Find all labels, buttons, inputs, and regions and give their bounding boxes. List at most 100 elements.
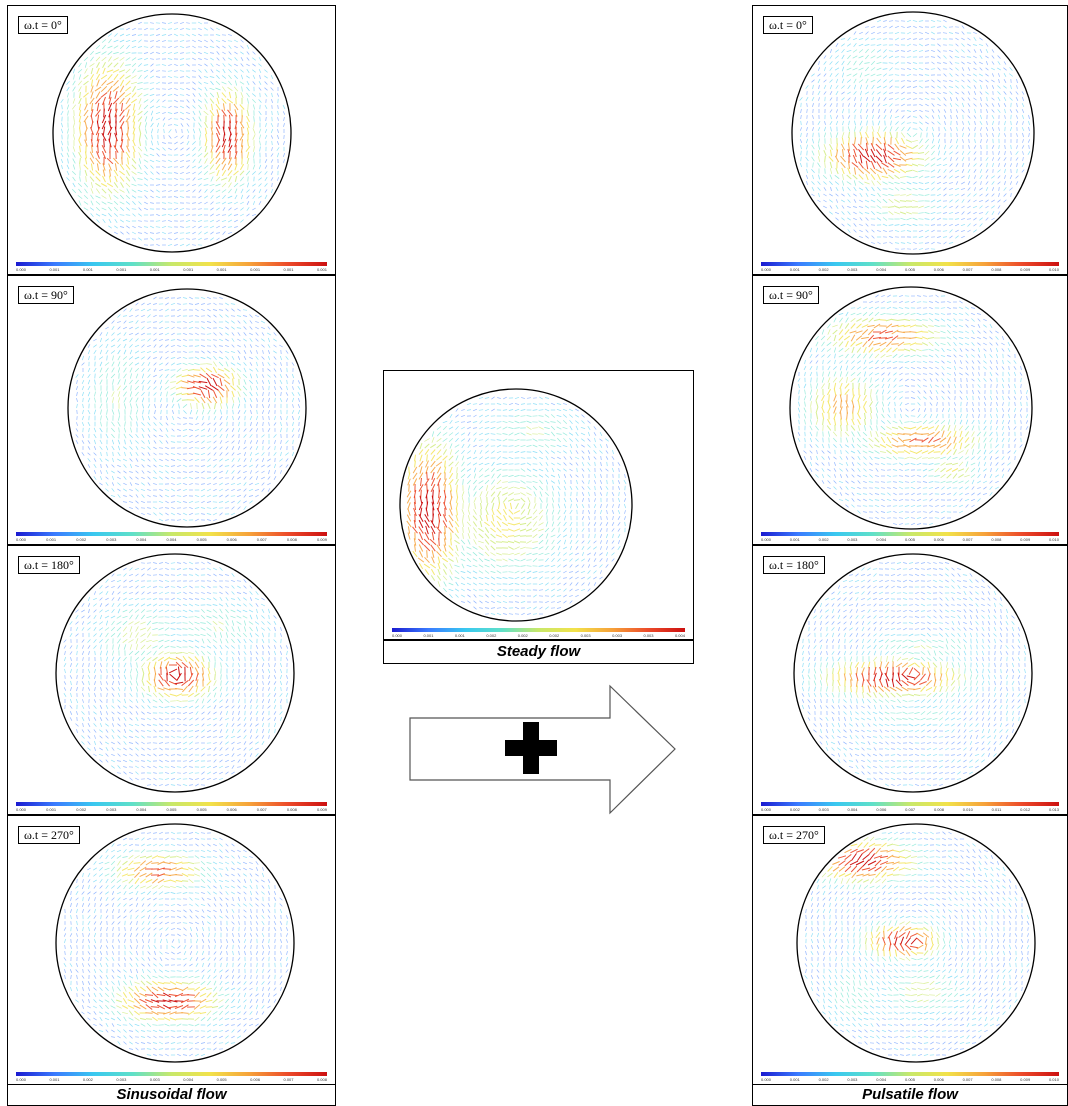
colorbar-tick-label: 0.004 [183, 1077, 194, 1082]
colorbar-tick-label: 0.001 [183, 267, 194, 272]
tube-cross-section-circle [55, 823, 295, 1063]
vector-arrows [63, 561, 289, 787]
colorbar-tick-label: 0.001 [46, 807, 57, 812]
colorbar-tick-label: 0.001 [789, 1077, 800, 1082]
colorbar-tick-label: 0.004 [876, 537, 887, 542]
velocity-vector-field [52, 13, 292, 253]
colorbar-tick-label: 0.007 [256, 537, 267, 542]
colorbar-tick-label: 0.003 [106, 807, 117, 812]
vector-arrows [804, 831, 1030, 1057]
colorbar-tick-label: 0.002 [486, 633, 497, 638]
colorbar-tick-label: 0.000 [392, 633, 403, 638]
colorbar [761, 532, 1059, 536]
colorbar-tick-label: 0.003 [149, 1077, 160, 1082]
colorbar-tick-label: 0.008 [286, 537, 297, 542]
colorbar-tick-label: 0.003 [643, 633, 654, 638]
velocity-vector-field [55, 553, 295, 793]
tube-cross-section-circle [399, 388, 633, 622]
colorbar-tick-label: 0.005 [904, 267, 915, 272]
phase-label: ω.t = 270° [763, 826, 825, 844]
plus-icon [505, 722, 557, 774]
colorbar-tick-label: 0.008 [933, 807, 944, 812]
colorbar-tick-label: 0.007 [256, 807, 267, 812]
colorbar-tick-label: 0.003 [106, 537, 117, 542]
colorbar-tick-label: 0.004 [674, 633, 685, 638]
colorbar-tick-label: 0.012 [1020, 807, 1031, 812]
colorbar-tick-label: 0.008 [316, 1077, 327, 1082]
colorbar-tick-label: 0.001 [82, 267, 93, 272]
colorbar-tick-label: 0.008 [286, 807, 297, 812]
colorbar-tick-label: 0.003 [612, 633, 623, 638]
colorbar [392, 628, 685, 632]
colorbar [16, 262, 327, 266]
velocity-vector-field [67, 288, 307, 528]
tube-cross-section-circle [52, 13, 292, 253]
colorbar-tick-label: 0.013 [1048, 807, 1059, 812]
pulsatile-panel-0: ω.t = 0° 0.000 0.001 0.002 0.003 0.004 0.005 0… [752, 5, 1068, 275]
colorbar-tick-label: 0.009 [1020, 267, 1031, 272]
colorbar-tick-label: 0.001 [789, 537, 800, 542]
colorbar-tick-label: 0.005 [216, 1077, 227, 1082]
velocity-vector-field [796, 823, 1036, 1063]
velocity-vector-field [55, 823, 295, 1063]
colorbar-tick-label: 0.001 [149, 267, 160, 272]
colorbar-tick-label: 0.002 [818, 537, 829, 542]
sinusoidal-flow-caption: Sinusoidal flow [7, 1085, 336, 1106]
colorbar-tick-label: 0.011 [991, 807, 1002, 812]
colorbar-tick-label: 0.000 [16, 537, 27, 542]
colorbar-tick-label: 0.006 [933, 267, 944, 272]
colorbar-tick-label: 0.001 [49, 267, 60, 272]
colorbar-tick-label: 0.000 [761, 1077, 772, 1082]
colorbar-tick-label: 0.004 [136, 537, 147, 542]
colorbar [761, 802, 1059, 806]
colorbar-tick-label: 0.006 [933, 537, 944, 542]
vector-arrows [63, 831, 289, 1057]
colorbar [761, 262, 1059, 266]
colorbar-tick-label: 0.003 [847, 537, 858, 542]
colorbar-tick-label: 0.003 [847, 267, 858, 272]
colorbar-tick-label: 0.000 [761, 807, 772, 812]
colorbar-tick-label: 0.005 [904, 537, 915, 542]
colorbar-tick-label: 0.008 [991, 1077, 1002, 1082]
colorbar-tick-label: 0.006 [933, 1077, 944, 1082]
colorbar-tick-label: 0.010 [1048, 1077, 1059, 1082]
steady-flow-caption: Steady flow [383, 640, 694, 664]
velocity-vector-field [793, 553, 1033, 793]
colorbar-tick-label: 0.001 [316, 267, 327, 272]
colorbar-ticks: 0.000 0.001 0.002 0.003 0.004 0.005 0.006 0.007… [761, 537, 1059, 544]
tube-cross-section-circle [789, 286, 1033, 530]
sinusoidal-panel-0: ω.t = 0° 0.000 0.001 0.001 0.001 0.001 0.001 0… [7, 5, 336, 275]
vector-arrows [799, 19, 1031, 250]
colorbar-tick-label: 0.008 [991, 537, 1002, 542]
phase-label: ω.t = 90° [18, 286, 74, 304]
vector-arrows [75, 296, 301, 522]
colorbar-tick-label: 0.001 [283, 267, 294, 272]
colorbar [761, 1072, 1059, 1076]
colorbar-tick-label: 0.006 [226, 807, 237, 812]
colorbar-tick-label: 0.002 [818, 1077, 829, 1082]
vector-arrows [801, 561, 1027, 787]
colorbar-tick-label: 0.002 [517, 633, 528, 638]
colorbar-ticks: 0.000 0.001 0.001 0.001 0.001 0.001 0.001 0.001… [16, 267, 327, 274]
tube-cross-section-circle [796, 823, 1036, 1063]
vector-arrows [797, 294, 1029, 526]
colorbar-tick-label: 0.002 [549, 633, 560, 638]
colorbar-tick-label: 0.002 [789, 807, 800, 812]
phase-label: ω.t = 0° [763, 16, 813, 34]
colorbar-tick-label: 0.002 [76, 537, 87, 542]
colorbar-tick-label: 0.004 [166, 537, 177, 542]
pulsatile-panel-270: ω.t = 270° 0.000 0.001 0.002 0.003 0.004 0.00… [752, 815, 1068, 1085]
tube-cross-section-circle [55, 553, 295, 793]
colorbar-ticks: 0.000 0.001 0.002 0.003 0.004 0.005 0.006 0.007… [761, 1077, 1059, 1084]
colorbar-tick-label: 0.002 [82, 1077, 93, 1082]
colorbar-tick-label: 0.010 [1048, 267, 1059, 272]
tube-cross-section-circle [793, 553, 1033, 793]
sinusoidal-panel-180: ω.t = 180° 0.000 0.001 0.002 0.003 0.004 0.00… [7, 545, 336, 815]
colorbar-tick-label: 0.005 [196, 807, 207, 812]
velocity-vector-field [789, 286, 1033, 530]
colorbar-tick-label: 0.006 [250, 1077, 261, 1082]
colorbar-tick-label: 0.000 [761, 537, 772, 542]
colorbar-tick-label: 0.001 [49, 1077, 60, 1082]
colorbar [16, 802, 327, 806]
phase-label: ω.t = 90° [763, 286, 819, 304]
